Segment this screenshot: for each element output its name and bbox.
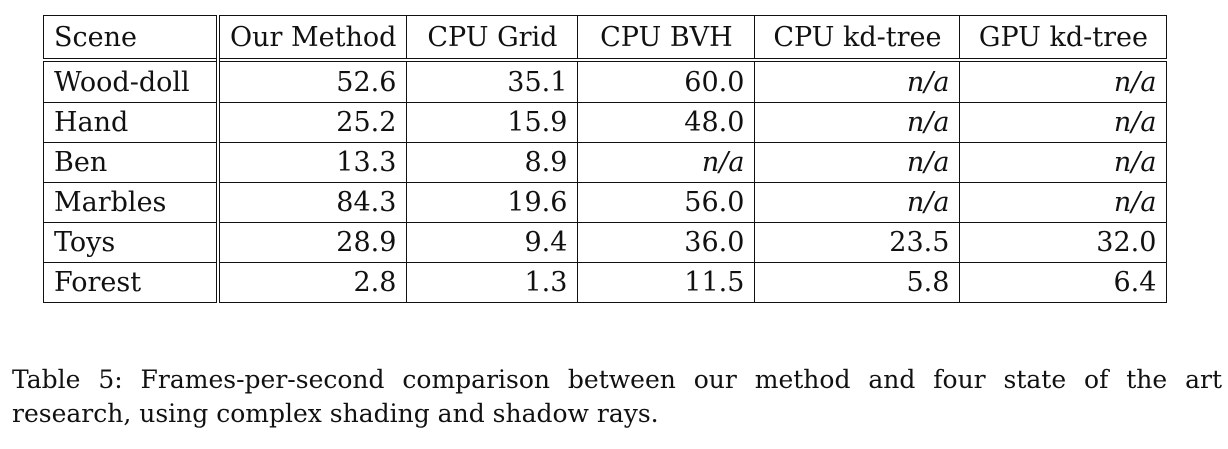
fps-cell: 23.5 — [754, 222, 961, 263]
fps-cell: 2.8 — [217, 262, 408, 303]
fps-cell: 56.0 — [577, 182, 756, 223]
scene-name-cell: Wood-doll — [43, 58, 220, 103]
fps-cell: 8.9 — [406, 142, 579, 183]
fps-cell: 28.9 — [217, 222, 408, 263]
fps-cell: n/a — [959, 102, 1168, 143]
fps-comparison-table: Scene Our Method CPU Grid CPU BVH CPU kd… — [43, 15, 1168, 303]
header-cpu-bvh: CPU BVH — [577, 15, 756, 61]
fps-comparison-table-container: Scene Our Method CPU Grid CPU BVH CPU kd… — [43, 15, 1168, 303]
header-gpu-kd-tree: GPU kd-tree — [959, 15, 1168, 61]
fps-cell: 13.3 — [217, 142, 408, 183]
fps-cell: n/a — [959, 182, 1168, 223]
fps-cell: 5.8 — [754, 262, 961, 303]
table-caption: Table 5: Frames-per-second comparison be… — [12, 363, 1222, 431]
table-row: Forest 2.8 1.3 11.5 5.8 6.4 — [43, 262, 1168, 303]
scene-name-cell: Toys — [43, 222, 220, 263]
fps-cell: n/a — [754, 102, 961, 143]
fps-cell: 25.2 — [217, 102, 408, 143]
table-row: Hand 25.2 15.9 48.0 n/a n/a — [43, 102, 1168, 143]
fps-cell: 1.3 — [406, 262, 579, 303]
table-header-row: Scene Our Method CPU Grid CPU BVH CPU kd… — [43, 15, 1168, 61]
fps-cell: 35.1 — [406, 58, 579, 103]
fps-cell: 6.4 — [959, 262, 1168, 303]
scene-name-cell: Hand — [43, 102, 220, 143]
caption-line-2: research, using complex shading and shad… — [12, 399, 659, 428]
fps-cell: 52.6 — [217, 58, 408, 103]
fps-cell: n/a — [959, 58, 1168, 103]
header-cpu-grid: CPU Grid — [406, 15, 579, 61]
fps-cell: n/a — [754, 58, 961, 103]
fps-cell: 19.6 — [406, 182, 579, 223]
fps-cell: 48.0 — [577, 102, 756, 143]
fps-cell: 9.4 — [406, 222, 579, 263]
fps-cell: 84.3 — [217, 182, 408, 223]
fps-cell: n/a — [754, 182, 961, 223]
header-scene: Scene — [43, 15, 220, 61]
caption-line-1: Table 5: Frames-per-second comparison be… — [12, 365, 1222, 394]
fps-cell: n/a — [959, 142, 1168, 183]
fps-cell: n/a — [577, 142, 756, 183]
fps-cell: 36.0 — [577, 222, 756, 263]
table-row: Marbles 84.3 19.6 56.0 n/a n/a — [43, 182, 1168, 223]
table-row: Wood-doll 52.6 35.1 60.0 n/a n/a — [43, 58, 1168, 103]
scene-name-cell: Ben — [43, 142, 220, 183]
scene-name-cell: Forest — [43, 262, 220, 303]
scene-name-cell: Marbles — [43, 182, 220, 223]
header-our-method: Our Method — [217, 15, 408, 61]
fps-cell: 15.9 — [406, 102, 579, 143]
fps-cell: 32.0 — [959, 222, 1168, 263]
fps-cell: n/a — [754, 142, 961, 183]
table-row: Toys 28.9 9.4 36.0 23.5 32.0 — [43, 222, 1168, 263]
fps-cell: 11.5 — [577, 262, 756, 303]
table-row: Ben 13.3 8.9 n/a n/a n/a — [43, 142, 1168, 183]
fps-cell: 60.0 — [577, 58, 756, 103]
header-cpu-kd-tree: CPU kd-tree — [754, 15, 961, 61]
